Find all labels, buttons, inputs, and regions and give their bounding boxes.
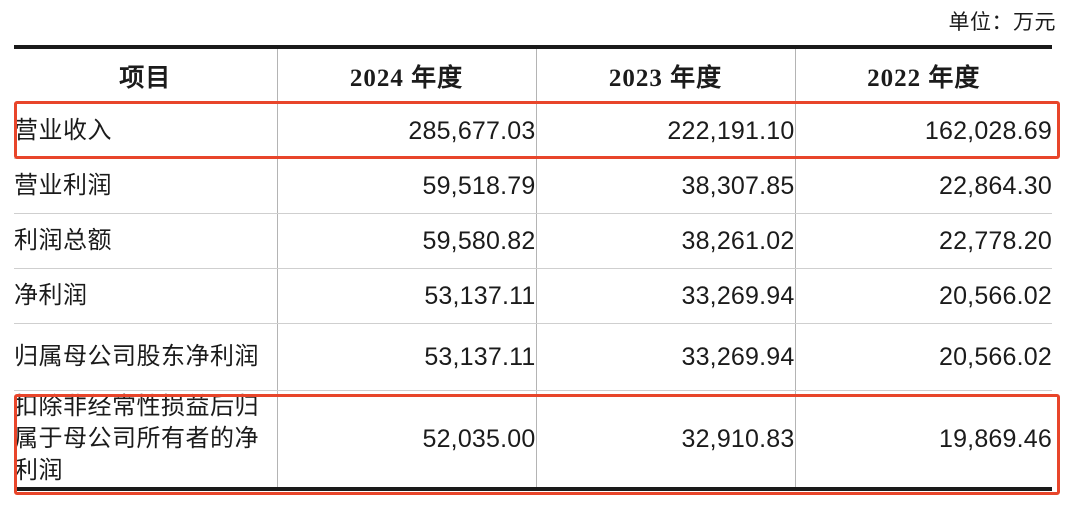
column-header-y2024: 2024 年度 — [277, 49, 537, 104]
table-row: 归属母公司股东净利润 53,137.11 33,269.94 20,566.02 — [14, 323, 1052, 391]
row-label-total-profit: 利润总额 — [14, 213, 278, 269]
cell-operating-profit-2022: 22,864.30 — [795, 158, 1052, 214]
cell-net-profit-deducted-2023: 32,910.83 — [536, 390, 796, 488]
table-header-row: 项目 2024 年度 2023 年度 2022 年度 — [14, 49, 1052, 104]
row-label-operating-profit: 营业利润 — [14, 158, 278, 214]
row-label-operating-revenue: 营业收入 — [14, 103, 278, 159]
column-header-y2023: 2023 年度 — [536, 49, 796, 104]
financial-table: 项目 2024 年度 2023 年度 2022 年度 营业收入 285,677.… — [14, 49, 1052, 488]
cell-operating-profit-2023: 38,307.85 — [536, 158, 796, 214]
cell-operating-revenue-2022: 162,028.69 — [795, 103, 1052, 159]
cell-net-profit-attributable-2024: 53,137.11 — [277, 323, 537, 391]
cell-net-profit-attributable-2022: 20,566.02 — [795, 323, 1052, 391]
cell-net-profit-2022: 20,566.02 — [795, 268, 1052, 324]
cell-net-profit-deducted-2024: 52,035.00 — [277, 390, 537, 488]
cell-total-profit-2024: 59,580.82 — [277, 213, 537, 269]
cell-net-profit-deducted-2022: 19,869.46 — [795, 390, 1052, 488]
table-row: 净利润 53,137.11 33,269.94 20,566.02 — [14, 268, 1052, 324]
financial-table-container: 项目 2024 年度 2023 年度 2022 年度 营业收入 285,677.… — [14, 45, 1052, 492]
cell-total-profit-2022: 22,778.20 — [795, 213, 1052, 269]
column-header-item: 项目 — [14, 49, 278, 104]
row-label-net-profit-attributable: 归属母公司股东净利润 — [14, 323, 278, 391]
cell-net-profit-attributable-2023: 33,269.94 — [536, 323, 796, 391]
row-label-net-profit: 净利润 — [14, 268, 278, 324]
cell-operating-revenue-2024: 285,677.03 — [277, 103, 537, 159]
table-header: 项目 2024 年度 2023 年度 2022 年度 — [14, 49, 1052, 104]
cell-total-profit-2023: 38,261.02 — [536, 213, 796, 269]
column-header-y2022: 2022 年度 — [795, 49, 1052, 104]
cell-net-profit-2024: 53,137.11 — [277, 268, 537, 324]
table-row: 营业利润 59,518.79 38,307.85 22,864.30 — [14, 158, 1052, 214]
cell-operating-revenue-2023: 222,191.10 — [536, 103, 796, 159]
cell-net-profit-2023: 33,269.94 — [536, 268, 796, 324]
table-row: 利润总额 59,580.82 38,261.02 22,778.20 — [14, 213, 1052, 269]
cell-operating-profit-2024: 59,518.79 — [277, 158, 537, 214]
table-row: 营业收入 285,677.03 222,191.10 162,028.69 — [14, 103, 1052, 159]
table-body: 营业收入 285,677.03 222,191.10 162,028.69 营业… — [14, 103, 1052, 488]
row-label-net-profit-deducted: 扣除非经常性损益后归属于母公司所有者的净利润 — [14, 390, 278, 488]
table-row: 扣除非经常性损益后归属于母公司所有者的净利润 52,035.00 32,910.… — [14, 390, 1052, 488]
unit-note: 单位：万元 — [948, 10, 1056, 34]
